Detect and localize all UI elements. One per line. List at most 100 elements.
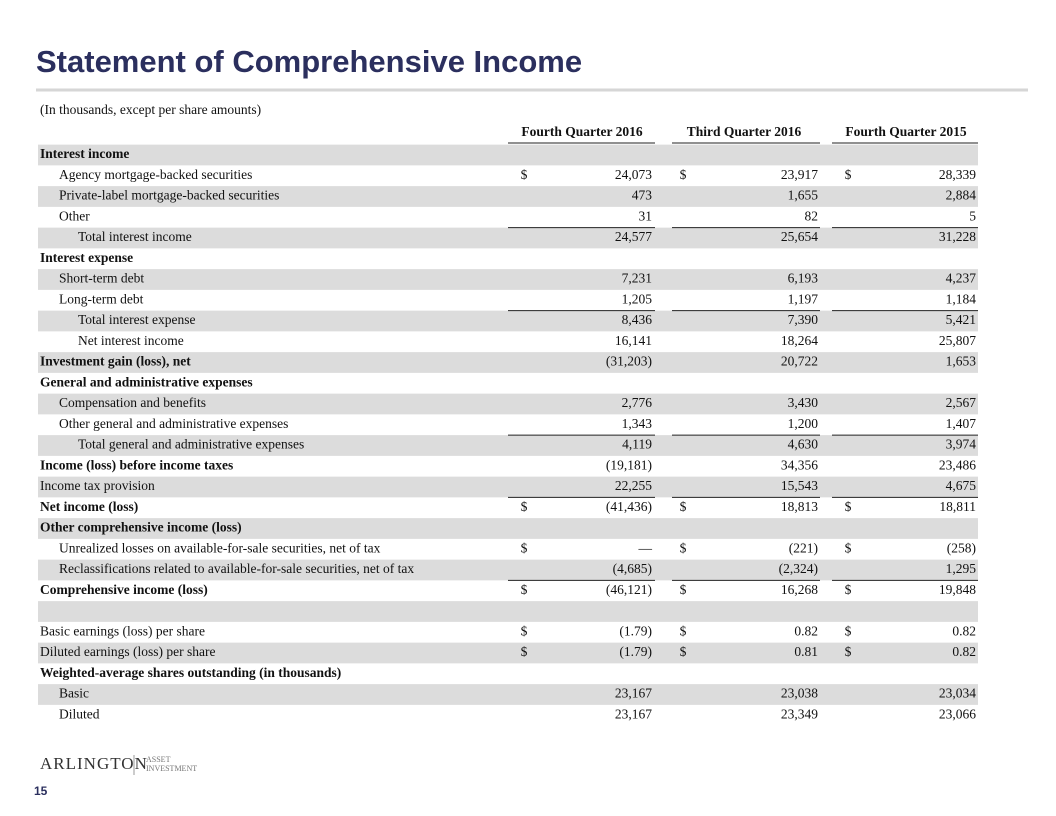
cell-value: (258) [947, 540, 976, 555]
cell-value: 18,813 [781, 499, 818, 514]
currency: $ [521, 540, 528, 555]
cell-value: 23,034 [939, 686, 976, 701]
row-label: Compensation and benefits [59, 395, 206, 410]
cell-value: 23,486 [939, 457, 976, 472]
cell-value: 25,807 [939, 333, 976, 348]
cell-value: (1.79) [619, 623, 652, 638]
row-label: Diluted [59, 706, 100, 721]
logo-sub: INVESTMENT [146, 764, 197, 773]
row-shade [38, 476, 978, 498]
row-label: Basic [59, 686, 89, 701]
currency: $ [680, 540, 687, 555]
row-shade [38, 310, 978, 332]
row-label: General and administrative expenses [40, 374, 253, 389]
currency: $ [680, 167, 687, 182]
cell-value: 2,567 [946, 395, 977, 410]
cell-value: 1,343 [622, 416, 653, 431]
currency: $ [521, 499, 528, 514]
cell-value: 1,200 [788, 416, 819, 431]
currency: $ [845, 167, 852, 182]
cell-value: 1,653 [946, 354, 977, 369]
cell-value: (221) [789, 540, 818, 555]
cell-value: 1,655 [788, 188, 819, 203]
currency: $ [680, 623, 687, 638]
currency: $ [845, 644, 852, 659]
row-label: Unrealized losses on available-for-sale … [59, 540, 381, 555]
row-label: Income tax provision [40, 478, 155, 493]
row-shade [38, 393, 978, 415]
currency: $ [680, 582, 687, 597]
row-shade [38, 684, 978, 705]
row-shade [38, 601, 978, 622]
cell-value: 0.82 [952, 623, 976, 638]
row-label: Total interest expense [78, 312, 196, 327]
cell-value: 2,884 [946, 188, 977, 203]
cell-value: 15,543 [781, 478, 818, 493]
cell-value: 2,776 [622, 395, 653, 410]
row-label: Weighted-average shares outstanding (in … [40, 665, 341, 680]
row-shade [38, 227, 978, 249]
row-label: Total general and administrative expense… [78, 437, 304, 452]
cell-value: 24,577 [615, 229, 652, 244]
page-number: 15 [34, 784, 48, 798]
currency: $ [845, 499, 852, 514]
cell-value: 0.81 [794, 644, 818, 659]
row-label: Diluted earnings (loss) per share [40, 644, 215, 659]
cell-value: 28,339 [939, 167, 976, 182]
logo-sub: ASSET [146, 755, 171, 764]
page-title: Statement of Comprehensive Income [36, 44, 582, 79]
cell-value: 5 [969, 208, 976, 223]
cell-value: 23,066 [939, 706, 976, 721]
cell-value: 1,205 [622, 291, 653, 306]
cell-value: 0.82 [794, 623, 818, 638]
cell-value: (46,121) [606, 582, 652, 597]
row-shade [38, 144, 978, 166]
row-label: Net interest income [78, 333, 184, 348]
row-label: Investment gain (loss), net [40, 354, 191, 369]
row-label: Basic earnings (loss) per share [40, 623, 205, 638]
currency: $ [521, 623, 528, 638]
cell-value: — [638, 540, 653, 555]
logo: ARLINGTON [40, 754, 148, 773]
cell-value: 473 [632, 188, 653, 203]
cell-value: (1.79) [619, 644, 652, 659]
cell-value: 25,654 [781, 229, 818, 244]
row-label: Long-term debt [59, 291, 144, 306]
row-label: Short-term debt [59, 271, 144, 286]
row-shade [38, 435, 978, 456]
cell-value: (2,324) [779, 561, 818, 576]
currency: $ [845, 582, 852, 597]
row-shade [38, 518, 978, 539]
cell-value: 16,141 [615, 333, 652, 348]
cell-value: 23,349 [781, 706, 818, 721]
cell-value: 6,193 [788, 271, 819, 286]
row-shade [38, 642, 978, 664]
column-header: Fourth Quarter 2016 [521, 124, 642, 139]
currency: $ [680, 644, 687, 659]
cell-value: 18,811 [939, 499, 976, 514]
cell-value: 8,436 [622, 312, 653, 327]
row-label: Total interest income [78, 229, 192, 244]
cell-value: (31,203) [606, 354, 652, 369]
cell-value: 4,675 [946, 478, 977, 493]
cell-value: 34,356 [781, 457, 818, 472]
cell-value: 20,722 [781, 354, 818, 369]
cell-value: 22,255 [615, 478, 652, 493]
row-label: Private-label mortgage-backed securities [59, 188, 279, 203]
cell-value: 0.82 [952, 644, 976, 659]
row-label: Other comprehensive income (loss) [40, 520, 242, 535]
cell-value: 7,231 [622, 271, 652, 286]
cell-value: 23,038 [781, 686, 818, 701]
cell-value: 82 [805, 208, 819, 223]
cell-value: (41,436) [606, 499, 652, 514]
cell-value: (4,685) [613, 561, 652, 576]
table-note: (In thousands, except per share amounts) [40, 102, 261, 117]
row-shade [38, 269, 978, 290]
row-label: Comprehensive income (loss) [40, 582, 208, 597]
cell-value: 18,264 [781, 333, 818, 348]
currency: $ [680, 499, 687, 514]
row-label: Interest expense [40, 250, 133, 265]
row-label: Agency mortgage-backed securities [59, 167, 252, 182]
currency: $ [521, 167, 528, 182]
currency: $ [845, 623, 852, 638]
